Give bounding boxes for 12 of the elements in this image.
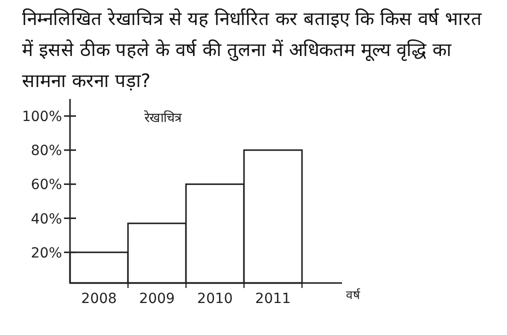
x-tick-label: 2011 xyxy=(255,291,291,307)
x-tick-label: 2009 xyxy=(139,291,175,307)
y-tick-label: 80% xyxy=(30,143,62,160)
x-tick-label: 2008 xyxy=(81,291,117,307)
y-tick-label: 60% xyxy=(30,177,62,194)
y-tick-label: 20% xyxy=(30,245,62,262)
chart-title: निम्नलिखित रेखाचित्र से यह निर्धारित कर बताइए कि किस वर्ष भारत में इससे ठीक पहले के वर्ष की तुलना में अधिकतम मूल्य वृद्धि का सामना करना पड़ा? xyxy=(22,7,483,94)
annotation: रेखाचित्र xyxy=(143,110,182,126)
x-axis-title: वर्ष xyxy=(346,288,361,302)
y-tick-label: 40% xyxy=(30,211,62,228)
x-tick-label: 2010 xyxy=(197,291,233,307)
y-tick-label: 100% xyxy=(22,109,62,126)
